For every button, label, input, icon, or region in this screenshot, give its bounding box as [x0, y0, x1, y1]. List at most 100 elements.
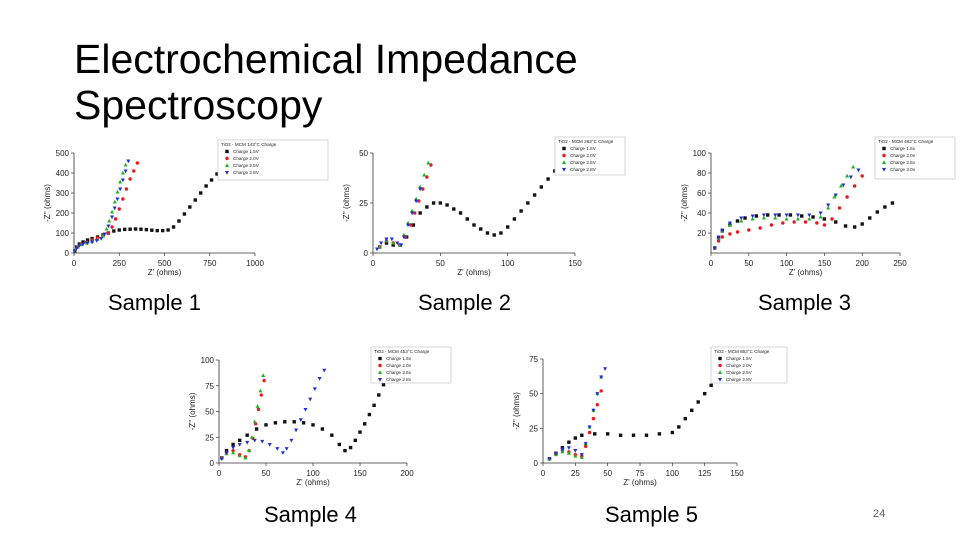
- legend-marker: [378, 370, 382, 374]
- data-point: [890, 201, 895, 205]
- data-point: [781, 221, 785, 225]
- slide-title-line1: Electrochemical Impedance: [74, 36, 578, 82]
- legend-marker: [562, 153, 566, 158]
- legend-box: [874, 136, 956, 180]
- data-point: [118, 179, 123, 184]
- data-point: [644, 433, 649, 437]
- y-tick-label: 0: [65, 249, 70, 258]
- data-point: [418, 187, 423, 192]
- legend-label: Charge 2.5V: [726, 370, 753, 375]
- legend-label: Charge 1.5v: [890, 146, 916, 151]
- data-point: [875, 210, 880, 214]
- data-point: [826, 205, 831, 210]
- data-point: [128, 227, 132, 231]
- data-point: [418, 211, 422, 215]
- data-point: [837, 206, 842, 210]
- x-tick-label: 50: [744, 259, 753, 268]
- data-point: [431, 201, 436, 205]
- data-point: [716, 239, 721, 243]
- data-point: [499, 231, 503, 235]
- data-point: [252, 438, 257, 443]
- data-point: [292, 420, 296, 424]
- data-point: [883, 205, 887, 209]
- data-point: [458, 211, 463, 215]
- data-point: [126, 159, 131, 164]
- data-point: [807, 216, 812, 221]
- series-green: [377, 160, 431, 249]
- data-point: [750, 214, 755, 219]
- data-point: [834, 220, 838, 224]
- data-point: [595, 403, 600, 407]
- data-point: [280, 451, 285, 455]
- data-point: [599, 375, 604, 380]
- series-blue: [712, 168, 861, 251]
- data-point: [728, 232, 732, 236]
- data-point: [110, 225, 114, 229]
- data-point: [375, 247, 380, 252]
- series-blue: [547, 367, 608, 462]
- data-point: [273, 421, 278, 425]
- data-point: [417, 199, 421, 203]
- data-point: [112, 229, 116, 233]
- data-point: [868, 216, 872, 220]
- legend-box: [217, 139, 329, 181]
- data-point: [120, 170, 125, 175]
- legend-marker: [718, 370, 722, 374]
- x-tick-label: 0: [541, 469, 546, 478]
- data-point: [421, 187, 425, 191]
- data-point: [188, 205, 192, 209]
- data-point: [425, 175, 429, 179]
- data-point: [591, 416, 596, 421]
- series-blue: [375, 187, 423, 252]
- data-point: [593, 432, 597, 436]
- data-point: [712, 246, 717, 251]
- data-point: [599, 389, 603, 393]
- data-point: [720, 228, 725, 233]
- data-point: [320, 427, 325, 431]
- data-point: [381, 383, 386, 387]
- data-point: [303, 407, 308, 412]
- x-tick-label: 25: [571, 469, 580, 478]
- data-point: [591, 408, 596, 413]
- data-point: [716, 235, 721, 240]
- legend-marker: [718, 363, 722, 368]
- y-axis-label: -Z'' (ohms): [188, 392, 197, 430]
- y-tick-label: 500: [56, 149, 70, 158]
- data-point: [81, 240, 85, 244]
- y-tick-label: 50: [359, 149, 368, 158]
- data-point: [74, 246, 79, 251]
- data-point: [445, 203, 449, 207]
- data-point: [123, 169, 128, 174]
- data-point: [122, 227, 127, 232]
- data-point: [224, 451, 229, 455]
- slide-title: Electrochemical Impedance Spectroscopy: [74, 36, 694, 128]
- x-tick-label: 100: [501, 259, 515, 268]
- y-tick-label: 40: [697, 209, 706, 218]
- data-point: [410, 211, 415, 216]
- data-point: [851, 164, 856, 169]
- data-point: [107, 218, 112, 223]
- data-point: [249, 435, 254, 439]
- data-point: [519, 209, 523, 213]
- y-axis-label: -Z'' (ohms): [342, 184, 351, 222]
- x-tick-label: 50: [262, 469, 271, 478]
- data-point: [822, 217, 827, 221]
- legend-label: Charge 2.5V: [233, 163, 260, 168]
- legend-label: Charge 2.8V: [233, 170, 260, 175]
- data-point: [702, 391, 707, 396]
- x-tick-label: 150: [568, 259, 582, 268]
- x-tick-label: 150: [353, 469, 367, 478]
- data-point: [330, 433, 334, 437]
- y-tick-label: 200: [56, 209, 70, 218]
- data-point: [317, 377, 322, 381]
- legend-marker: [225, 163, 229, 167]
- legend-label: Charge 2.8V: [570, 167, 597, 172]
- data-point: [526, 201, 530, 205]
- legend-marker: [562, 146, 566, 151]
- data-point: [301, 421, 306, 425]
- data-point: [121, 197, 125, 201]
- y-tick-label: 0: [210, 459, 215, 468]
- data-point: [539, 185, 544, 189]
- data-point: [384, 241, 389, 245]
- data-point: [818, 214, 823, 219]
